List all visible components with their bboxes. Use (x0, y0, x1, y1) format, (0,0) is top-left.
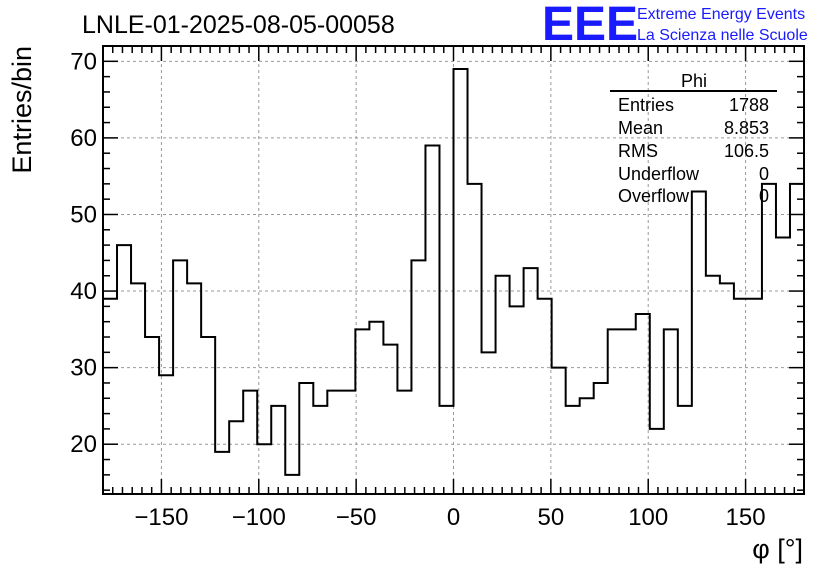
y-tick-label: 40 (70, 278, 97, 305)
stats-box: Phi Entries 1788 Mean 8.853 RMS 106.5 Un… (610, 71, 777, 206)
histogram-bin (762, 184, 776, 494)
histogram-bin (790, 184, 804, 494)
stats-value: 1788 (729, 95, 769, 115)
histogram-bin (103, 299, 117, 494)
histogram-bin (117, 245, 131, 494)
histogram-bin (566, 406, 580, 494)
histogram-bin (622, 329, 636, 494)
stats-label: Overflow (618, 186, 690, 206)
eee-logo: EEE Extreme Energy Events La Scienza nel… (542, 0, 808, 51)
stats-row: Mean 8.853 (618, 118, 769, 138)
stats-label: Mean (618, 118, 663, 138)
histogram-bin (145, 337, 159, 494)
x-tick-label: 150 (726, 504, 766, 531)
stats-value: 0 (759, 186, 769, 206)
histogram-bin (215, 452, 229, 494)
x-axis-label: φ [°] (752, 534, 803, 564)
histogram-bin (229, 421, 243, 494)
plot-title: LNLE-01-2025-08-05-00058 (82, 11, 395, 39)
stats-value: 106.5 (724, 141, 769, 161)
x-tick-label: 0 (447, 504, 460, 531)
histogram-bin (580, 398, 594, 494)
histogram-bin (552, 368, 566, 494)
x-tick-label: −150 (134, 504, 188, 531)
histogram-line (103, 67, 804, 476)
stats-value: 8.853 (724, 118, 769, 138)
logo-line2: La Scienza nelle Scuole (637, 27, 808, 44)
histogram-bin (313, 406, 327, 494)
histogram-bin (173, 260, 187, 494)
histogram-bin (187, 283, 201, 494)
histogram-bin (692, 192, 706, 494)
axis-ticks (103, 46, 804, 494)
y-tick-label: 60 (70, 125, 97, 152)
stats-row: Overflow 0 (618, 186, 769, 206)
stats-row: RMS 106.5 (618, 141, 769, 161)
y-tick-label: 30 (70, 355, 97, 382)
y-axis-label: Entries/bin (7, 46, 37, 174)
histogram-bin (594, 383, 608, 494)
histogram-bin (454, 69, 468, 494)
histogram-bin (636, 314, 650, 494)
x-tick-label: 100 (628, 504, 668, 531)
logo-line1: Extreme Energy Events (637, 6, 805, 23)
histogram-bin (411, 260, 425, 494)
histogram-bin (748, 299, 762, 494)
histogram-bin (510, 306, 524, 494)
histogram-bin (678, 406, 692, 494)
histogram-bin (538, 299, 552, 494)
histogram-bin (439, 406, 453, 494)
histogram-bin (706, 276, 720, 494)
histogram-bin (776, 237, 790, 494)
histogram-bin (482, 352, 496, 494)
histogram-bin (243, 391, 257, 494)
histogram-bin (650, 429, 664, 494)
x-tick-label: −100 (232, 504, 286, 531)
histogram-bin (397, 391, 411, 494)
y-tick-label: 70 (70, 48, 97, 75)
logo-mark: EEE (542, 0, 638, 51)
histogram-bin (257, 444, 271, 494)
y-tick-label: 20 (70, 431, 97, 458)
histogram-bin (734, 299, 748, 494)
histogram-bin (271, 406, 285, 494)
histogram-bin (327, 391, 341, 494)
histogram-bin (383, 345, 397, 494)
histogram-bin (299, 383, 313, 494)
histogram-bin (369, 322, 383, 494)
stats-title: Phi (681, 71, 707, 91)
histogram-bin (496, 276, 510, 494)
histogram-bin (201, 337, 215, 494)
histogram-bin (468, 184, 482, 494)
stats-row: Underflow 0 (618, 164, 769, 184)
histogram-bin (664, 329, 678, 494)
x-tick-label: −50 (336, 504, 377, 531)
stats-label: Underflow (618, 164, 700, 184)
histogram-bin (341, 391, 355, 494)
stats-label: Entries (618, 95, 674, 115)
histogram-bin (425, 146, 439, 494)
histogram-bin (524, 268, 538, 494)
histogram-bin (355, 329, 369, 494)
histogram-bins (103, 69, 804, 494)
histogram-bin (159, 375, 173, 494)
histogram-bin (131, 283, 145, 494)
histogram-bin (608, 329, 622, 494)
histogram-bin (720, 283, 734, 494)
stats-row: Entries 1788 (618, 95, 769, 115)
x-tick-label: 50 (538, 504, 565, 531)
histogram-bin (285, 475, 299, 494)
stats-label: RMS (618, 141, 658, 161)
y-tick-label: 50 (70, 201, 97, 228)
stats-value: 0 (759, 164, 769, 184)
